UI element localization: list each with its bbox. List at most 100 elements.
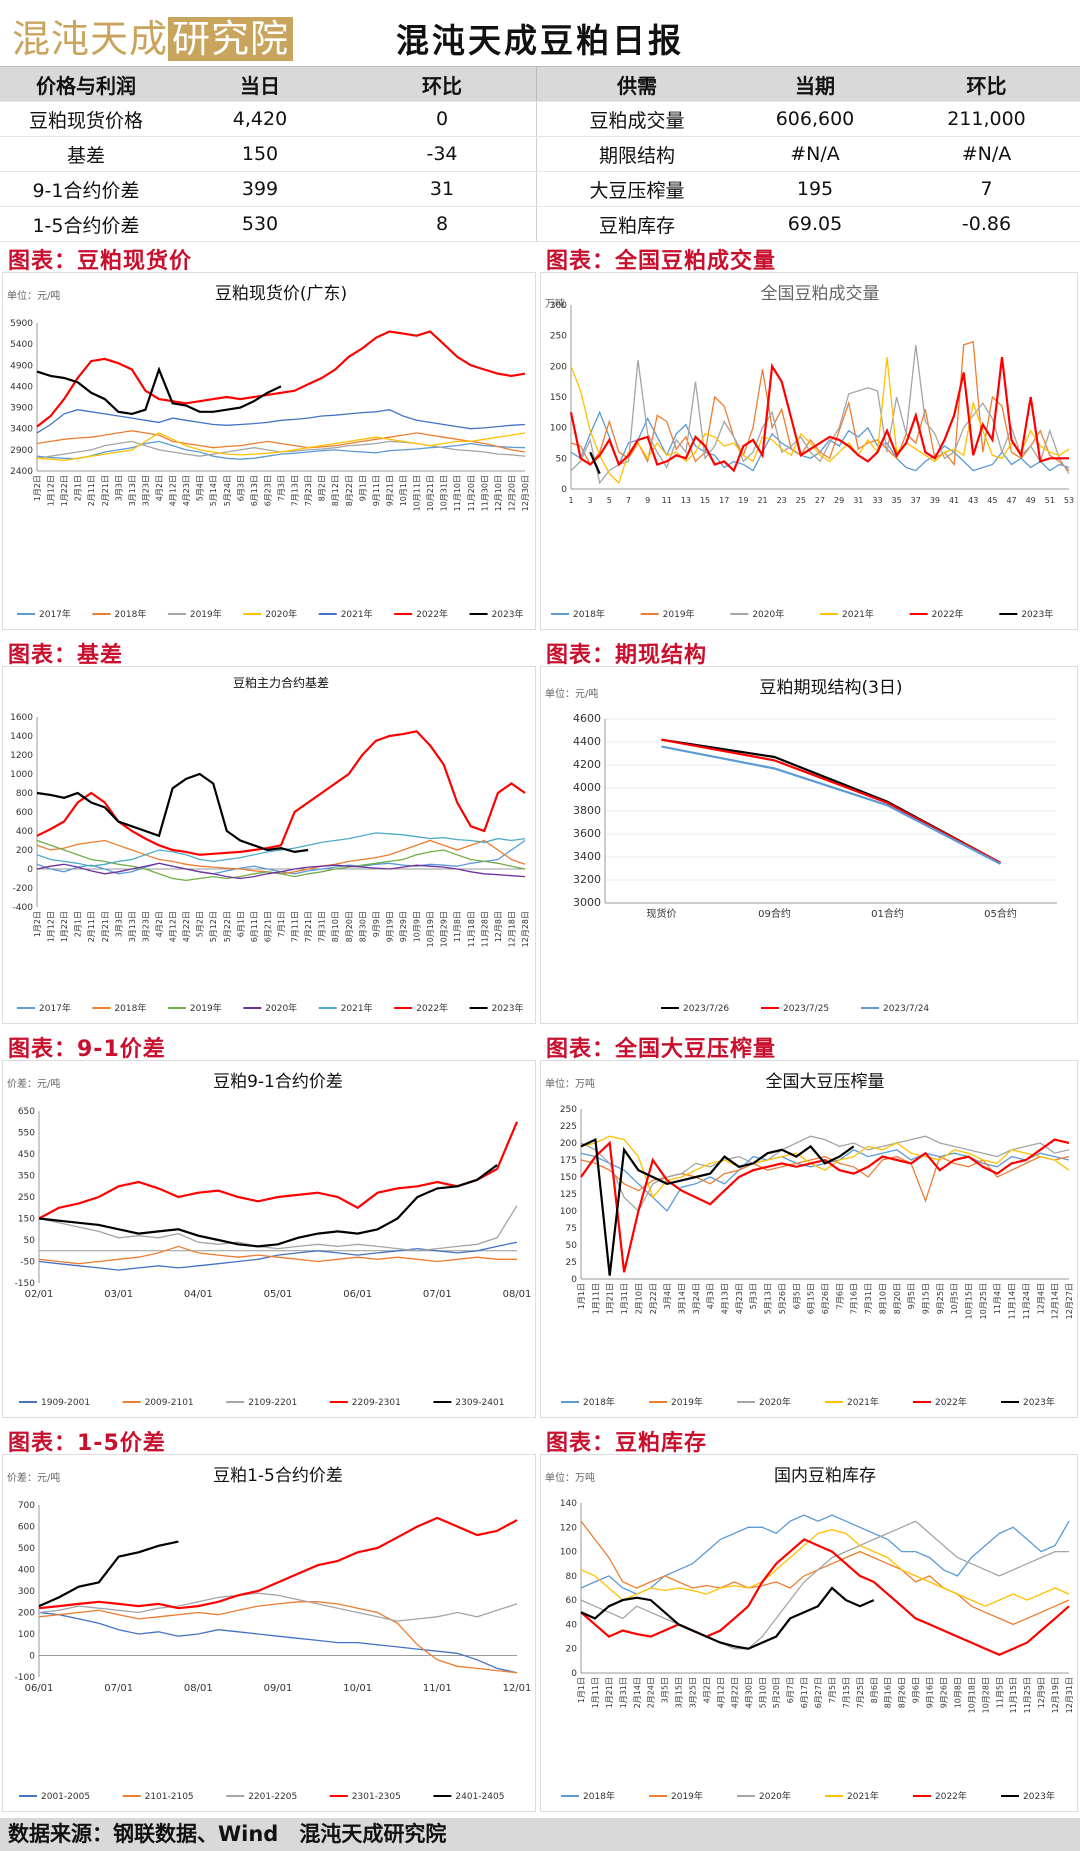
series-line <box>38 1516 518 1610</box>
x-tick-label: 3月15日 <box>675 1677 684 1708</box>
x-tick-label: 8月10日 <box>331 911 340 942</box>
x-tick-label: 39 <box>930 496 940 505</box>
series-line <box>661 745 1002 865</box>
x-tick-label: 51 <box>1045 496 1055 505</box>
col-header: 供需 <box>536 67 737 102</box>
legend-label: 2017年 <box>39 1002 71 1014</box>
x-tick-label: 9月1日 <box>358 475 367 501</box>
y-tick-label: 4400 <box>10 382 33 392</box>
y-tick-label: 50 <box>24 1236 36 1246</box>
series-line <box>580 1520 1069 1650</box>
x-tick-label: 6月3日 <box>236 475 245 501</box>
table-cell: 530 <box>172 206 348 242</box>
legend-label: 2023年 <box>492 1002 524 1014</box>
y-tick-label: 600 <box>16 808 33 818</box>
y-tick-label: -400 <box>13 903 34 913</box>
x-tick-label: 2月10日 <box>634 1283 643 1314</box>
report-header: 混沌天成 研究院 混沌天成豆粕日报 <box>0 0 1080 67</box>
x-tick-label: 9月16日 <box>926 1677 935 1708</box>
table-cell: 31 <box>348 171 537 207</box>
x-tick-label: 1月12日 <box>47 911 56 942</box>
x-tick-label: 1月11日 <box>591 1677 600 1708</box>
legend-label: 2001-2005 <box>41 1792 90 1802</box>
report-title: 混沌天成豆粕日报 <box>396 21 684 60</box>
y-tick-label: 5900 <box>10 319 33 329</box>
x-tick-label: 1月1日 <box>577 1677 586 1703</box>
y-tick-label: 2400 <box>10 467 33 477</box>
series-line <box>570 344 1070 485</box>
unit-label: 单位：万吨 <box>545 1077 595 1090</box>
y-tick-label: 40 <box>566 1620 578 1630</box>
x-tick-label: 10月18日 <box>967 1677 976 1713</box>
table-cell: 0 <box>348 101 537 137</box>
x-tick-label: 3月23日 <box>141 475 150 506</box>
y-tick-label: 1600 <box>10 713 33 723</box>
x-tick-label: 7月31日 <box>318 911 327 942</box>
series-line <box>38 1164 498 1248</box>
y-tick-label: 175 <box>560 1156 577 1166</box>
series-line <box>580 1135 1070 1199</box>
series-line <box>36 330 526 428</box>
x-tick-label: 7月1日 <box>277 911 286 937</box>
x-tick-label: 3月24日 <box>692 1283 701 1314</box>
x-tick-label: 9月5日 <box>907 1283 916 1309</box>
x-tick-label: 15 <box>700 496 710 505</box>
x-tick-label: 10月8日 <box>953 1677 962 1708</box>
x-tick-label: 6月7日 <box>786 1677 795 1703</box>
legend-label: 2301-2305 <box>352 1792 401 1802</box>
legend-label: 2018年 <box>114 608 146 620</box>
legend-label: 2020年 <box>752 608 784 620</box>
series-line <box>38 1611 518 1674</box>
y-tick-label: 2900 <box>10 446 33 456</box>
y-tick-label: 3200 <box>573 873 601 886</box>
y-tick-label: 300 <box>550 301 567 311</box>
y-tick-label: 350 <box>18 1172 35 1182</box>
x-tick-label: 5 <box>607 496 612 505</box>
legend-label: 2018年 <box>573 608 605 620</box>
y-tick-label: 0 <box>27 865 33 875</box>
y-tick-label: 50 <box>556 454 568 464</box>
x-tick-label: 5月10日 <box>758 1677 767 1708</box>
x-tick-label: 7 <box>626 496 631 505</box>
y-tick-label: 3800 <box>573 804 601 817</box>
series-line <box>38 1540 179 1608</box>
x-tick-label: 7月13日 <box>291 475 300 506</box>
legend-label: 2209-2301 <box>352 1398 401 1408</box>
y-tick-label: 1000 <box>10 770 33 780</box>
x-tick-label: 7月6日 <box>835 1283 844 1309</box>
x-tick-label: 12月30日 <box>521 475 530 511</box>
legend-label: 2019年 <box>190 1002 222 1014</box>
x-tick-label: 5月12日 <box>209 911 218 942</box>
legend-label: 2021年 <box>847 1790 879 1802</box>
y-tick-label: 3900 <box>10 404 33 414</box>
basis-chart: 豆粕主力合约基差 -400 -200 0 200 400 600 800 1000 1200 140… <box>2 666 536 1024</box>
y-tick-label: -100 <box>15 1673 36 1683</box>
x-tick-label: 11月30日 <box>480 475 489 511</box>
x-tick-label: 6月26日 <box>821 1283 830 1314</box>
x-tick-label: 11月28日 <box>480 911 489 947</box>
x-tick-label: 6月27日 <box>814 1677 823 1708</box>
y-tick-label: 650 <box>18 1107 35 1117</box>
y-tick-label: -200 <box>13 884 34 894</box>
summary-table: 价格与利润 当日 环比 供需 当期 环比 豆粕现货价格 4,420 0 豆粕成交量 6… <box>0 67 1080 242</box>
x-tick-label: 12月19日 <box>1051 1677 1060 1713</box>
x-tick-label: 2月22日 <box>649 1283 658 1314</box>
chart-title: 全国豆粕成交量 <box>761 284 880 304</box>
series-line <box>36 839 526 882</box>
series-line <box>580 1586 875 1650</box>
col-header: 当期 <box>737 67 893 102</box>
x-tick-label: 3月14日 <box>677 1283 686 1314</box>
x-tick-label: 4月23日 <box>735 1283 744 1314</box>
x-tick-label: 5月14日 <box>209 475 218 506</box>
legend-label: 2101-2105 <box>145 1792 194 1802</box>
table-cell: 69.05 <box>737 206 893 242</box>
legend-label: 2019年 <box>671 1790 703 1802</box>
y-tick-label: 75 <box>566 1224 577 1234</box>
x-tick-label: 7月11日 <box>291 911 300 942</box>
section-title: 图表：1-5价差 <box>8 1431 166 1456</box>
legend-label: 2021年 <box>842 608 874 620</box>
y-tick-label: 50 <box>566 1241 578 1251</box>
y-tick-label: 0 <box>571 1275 577 1285</box>
y-tick-label: 60 <box>566 1596 578 1606</box>
y-tick-label: 100 <box>560 1207 577 1217</box>
